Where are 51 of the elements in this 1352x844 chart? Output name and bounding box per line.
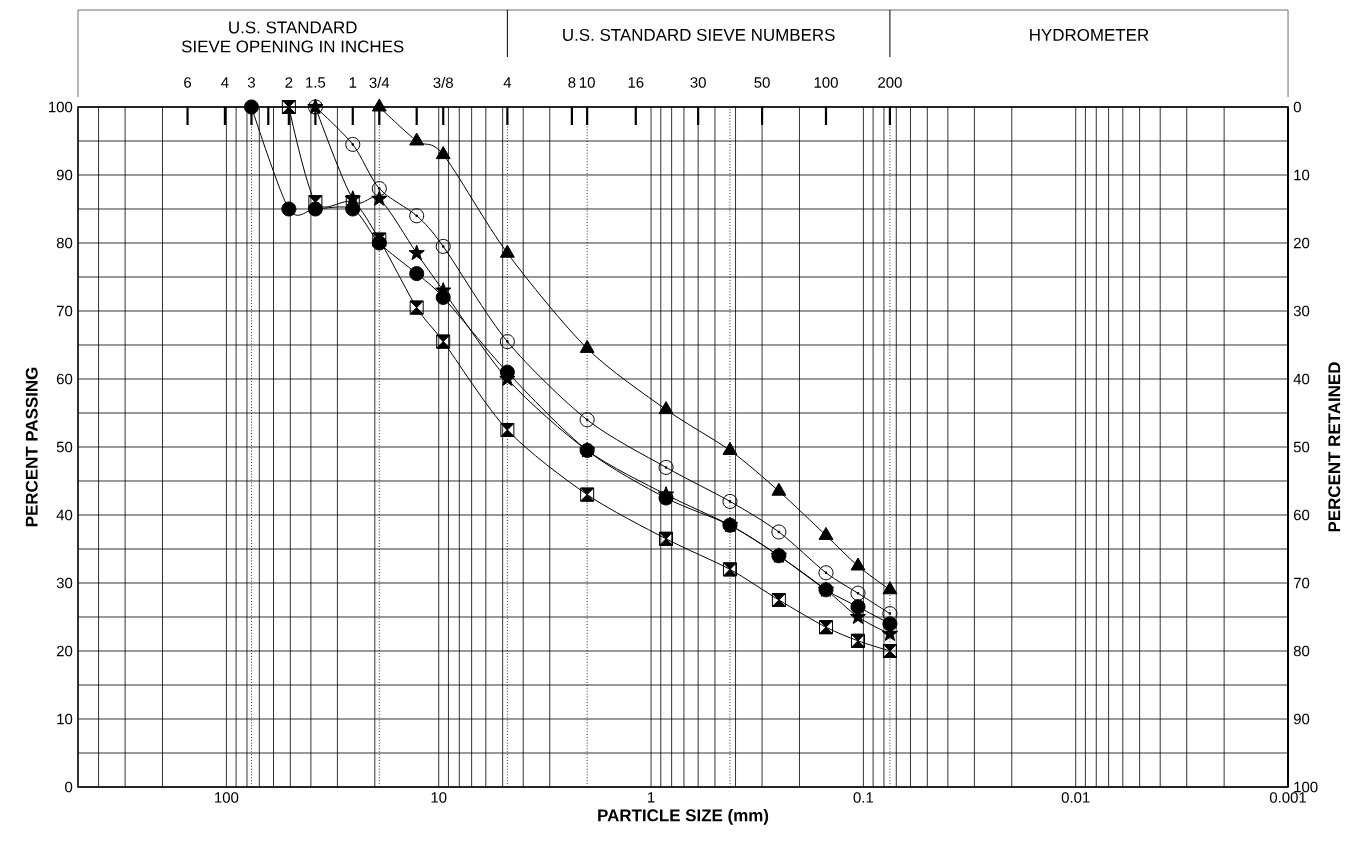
- y-tick-label: 50: [56, 441, 73, 453]
- y-tick-label: 40: [56, 509, 73, 521]
- text: 3/4: [369, 77, 390, 88]
- y-tick-label: 60: [56, 373, 73, 385]
- y2-tick-label: 70: [1293, 577, 1310, 589]
- text: 100: [814, 77, 838, 88]
- text: 2: [285, 77, 293, 88]
- y2-axis-title: PERCENT RETAINED: [1328, 362, 1341, 532]
- y2-tick-label: 0: [1293, 101, 1301, 113]
- text: 10: [579, 77, 595, 88]
- y-tick-label: 100: [49, 101, 73, 113]
- y2-tick-label: 100: [1294, 781, 1318, 793]
- text: 30: [690, 77, 706, 88]
- x-tick-label: 0.1: [853, 792, 874, 803]
- text: 3: [247, 77, 255, 88]
- y-tick-label: 70: [56, 305, 73, 317]
- text: HYDROMETER: [1030, 28, 1149, 41]
- text: 4: [221, 77, 229, 88]
- y2-tick-label: 90: [1293, 713, 1310, 725]
- x-tick-label: 0.001: [1269, 792, 1306, 803]
- y-tick-label: 20: [56, 645, 73, 657]
- y-tick-label: 10: [57, 713, 73, 725]
- text: 1.5: [306, 77, 326, 88]
- y2-tick-label: 50: [1293, 441, 1310, 453]
- y2-tick-label: 40: [1293, 373, 1310, 385]
- text: 6: [184, 77, 192, 88]
- text: 4: [503, 77, 512, 88]
- text: U.S. STANDARD: [229, 21, 357, 34]
- text: SIEVE OPENING IN INCHES: [181, 40, 404, 53]
- y2-tick-label: 10: [1294, 169, 1310, 181]
- y2-tick-label: 20: [1293, 237, 1310, 249]
- text: U.S. STANDARD SIEVE NUMBERS: [563, 28, 835, 41]
- y-tick-label: 90: [56, 169, 73, 181]
- y-tick-label: 30: [56, 577, 73, 589]
- text: 8: [568, 77, 576, 88]
- text: 16: [628, 77, 644, 88]
- y-axis-title: PERCENT PASSING: [25, 367, 38, 527]
- y2-tick-label: 80: [1293, 645, 1310, 657]
- text: 50: [754, 77, 770, 88]
- y-tick-label: 80: [56, 237, 73, 249]
- x-tick-label: 1: [648, 792, 655, 803]
- y2-tick-label: 30: [1293, 305, 1310, 317]
- y2-tick-label: 60: [1293, 509, 1310, 521]
- text: 3/8: [433, 77, 453, 88]
- x-tick-label: 0.01: [1061, 792, 1090, 803]
- x-tick-label: 10: [431, 792, 447, 803]
- x-axis-title: PARTICLE SIZE (mm): [598, 808, 769, 825]
- x-tick-label: 100: [215, 792, 239, 803]
- text: 1: [349, 77, 357, 88]
- text: 200: [878, 77, 902, 88]
- y-tick-label: 0: [65, 781, 73, 793]
